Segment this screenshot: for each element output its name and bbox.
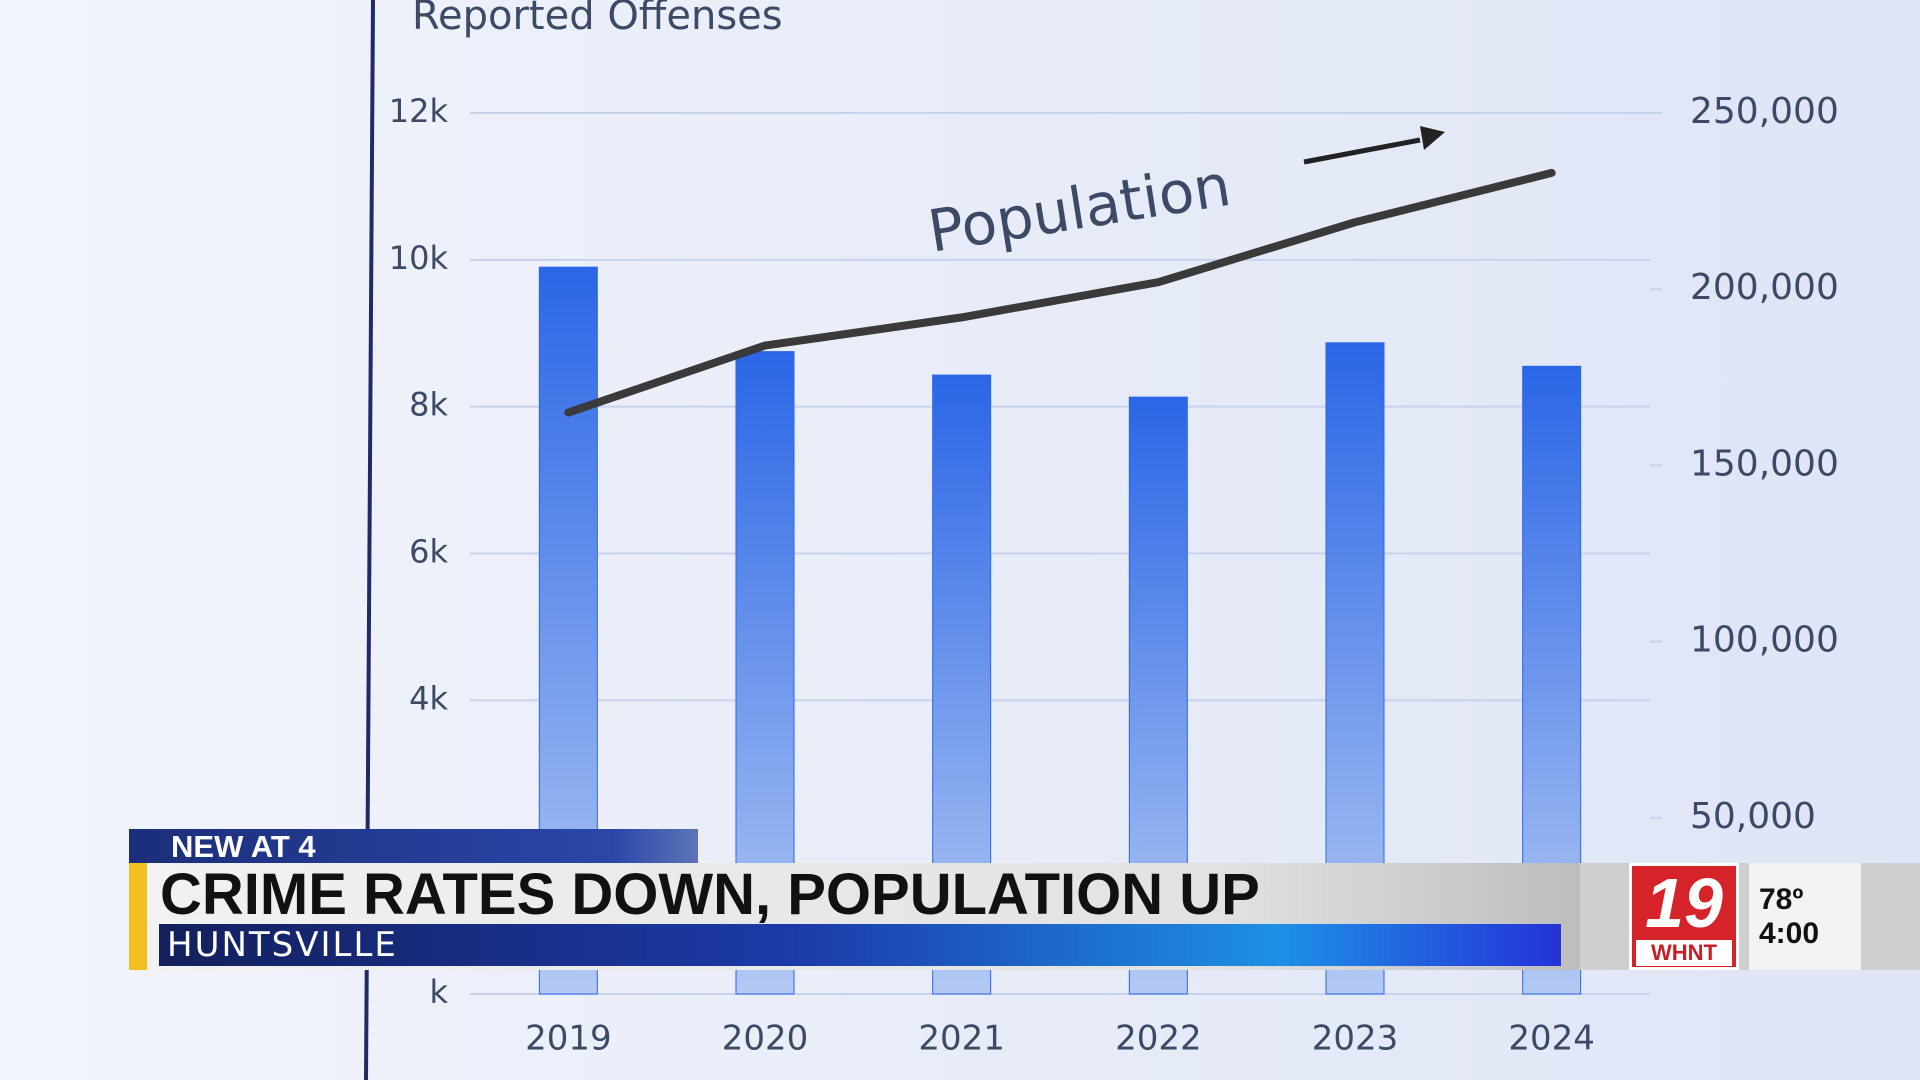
x-tick-label: 2023	[1312, 1019, 1399, 1059]
tag-bar: NEW AT 4	[129, 829, 698, 864]
location-bar: HUNTSVILLE	[159, 924, 1561, 966]
y2-tick-label: 150,000	[1690, 443, 1839, 484]
annotation-arrow	[1303, 137, 1421, 165]
station-logo: 19 WHNT	[1629, 863, 1739, 970]
y-tick-label: 8k	[409, 386, 448, 424]
y-tick-label: 4k	[409, 679, 448, 717]
y-tick-label: 10k	[389, 239, 449, 277]
x-tick-label: 2024	[1508, 1019, 1595, 1059]
call-letters: WHNT	[1636, 940, 1732, 966]
y-axis-title: Reported Offenses	[412, 0, 783, 39]
annotation-arrowhead	[1420, 126, 1445, 150]
y-tick-label: 6k	[409, 533, 448, 571]
x-tick-label: 2020	[722, 1019, 809, 1059]
temperature: 78º	[1759, 883, 1804, 916]
x-tick-label: 2022	[1115, 1019, 1202, 1059]
x-tick-label: 2021	[918, 1019, 1005, 1059]
accent-strip	[129, 863, 147, 970]
headline: CRIME RATES DOWN, POPULATION UP	[160, 862, 1260, 927]
y-tick-label: k	[429, 973, 448, 1011]
weather-box: 78º 4:00	[1749, 863, 1861, 970]
x-tick-label: 2019	[525, 1019, 612, 1059]
y2-tick-label: 200,000	[1690, 267, 1839, 308]
channel-number: 19	[1645, 864, 1723, 942]
y2-tick-label: 100,000	[1690, 620, 1839, 661]
line	[564, 168, 1556, 417]
y-tick-label: 12k	[389, 92, 449, 130]
time: 4:00	[1759, 917, 1820, 950]
y2-tick-label: 250,000	[1690, 91, 1839, 132]
y2-tick-label: 50,000	[1690, 796, 1816, 837]
